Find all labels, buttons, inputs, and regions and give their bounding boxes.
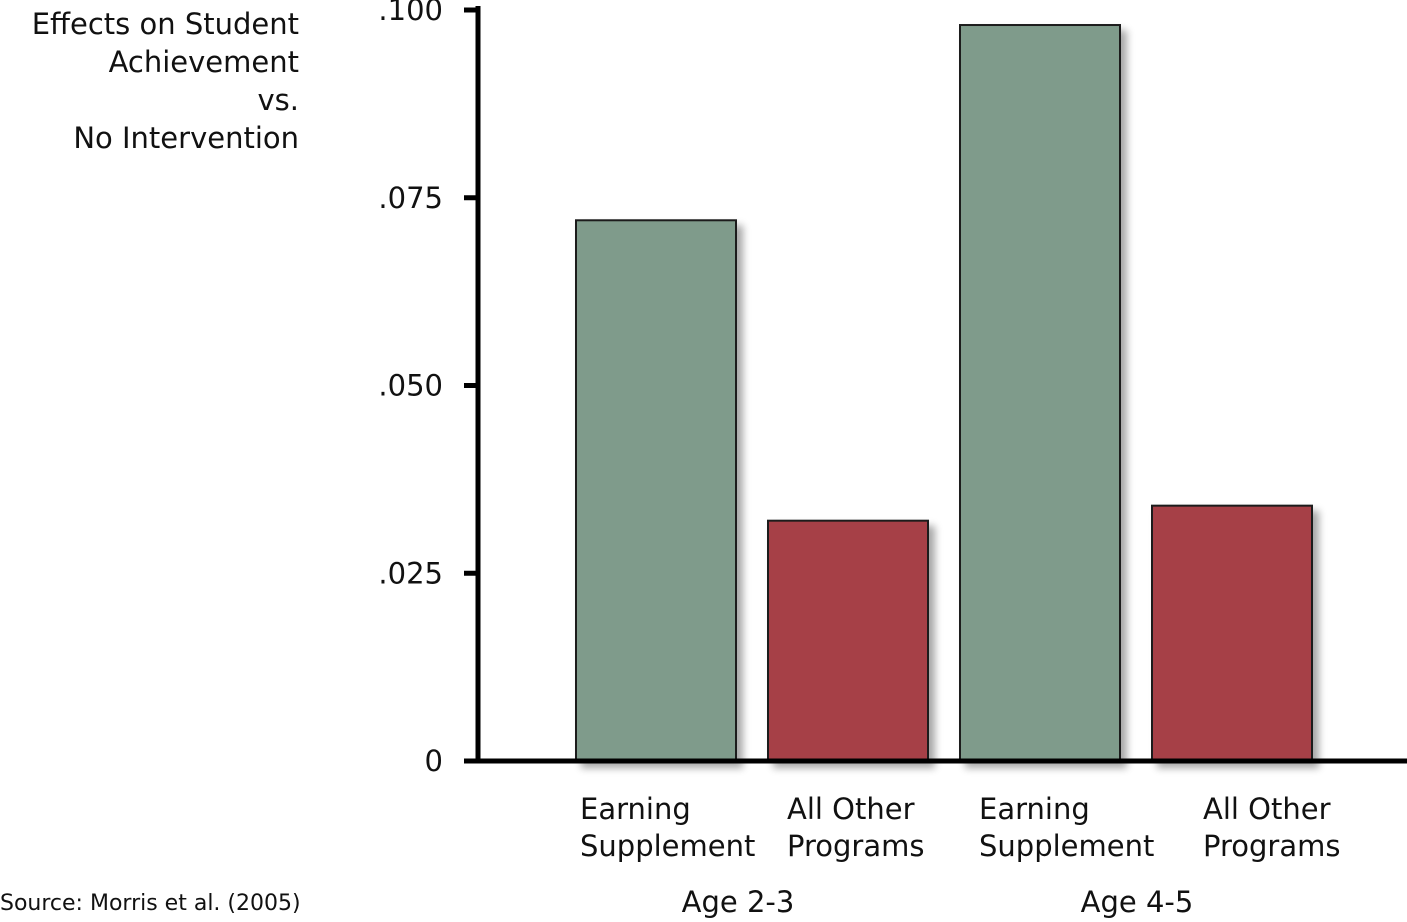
x-category-label: Programs <box>1203 829 1340 863</box>
source-note: Source: Morris et al. (2005) <box>0 891 301 916</box>
x-category-label: All Other <box>787 792 915 826</box>
y-axis-label-line: Effects on Student <box>32 7 299 41</box>
y-axis-label-line: No Intervention <box>73 121 299 155</box>
x-category-label: Programs <box>787 829 924 863</box>
bar <box>1151 504 1313 762</box>
y-axis-label: Effects on Student Achievement vs. No Inter… <box>32 7 299 155</box>
bar <box>575 219 737 762</box>
y-tick-label: .050 <box>378 369 443 403</box>
group-labels: Age 2-3 Age 4-5 <box>682 885 1194 919</box>
x-category-label: All Other <box>1203 792 1331 826</box>
y-tick-label: .075 <box>378 181 443 215</box>
x-category-label: Earning <box>580 792 691 826</box>
y-axis-ticks: 0 .025 .050 .075 .100 <box>378 0 478 778</box>
x-category-label: Supplement <box>580 829 755 863</box>
y-axis-label-line: Achievement <box>109 45 299 79</box>
bar <box>959 24 1121 762</box>
x-category-label: Earning <box>979 792 1090 826</box>
x-category-label: Supplement <box>979 829 1154 863</box>
group-label: Age 2-3 <box>682 885 795 919</box>
group-label: Age 4-5 <box>1081 885 1194 919</box>
y-tick-label: .100 <box>378 0 443 27</box>
y-tick-label: 0 <box>425 744 443 778</box>
y-axis-label-line: vs. <box>258 83 300 117</box>
axes <box>475 6 1407 764</box>
bar <box>767 519 929 762</box>
bars <box>575 24 1313 762</box>
y-tick-label: .025 <box>378 556 443 590</box>
